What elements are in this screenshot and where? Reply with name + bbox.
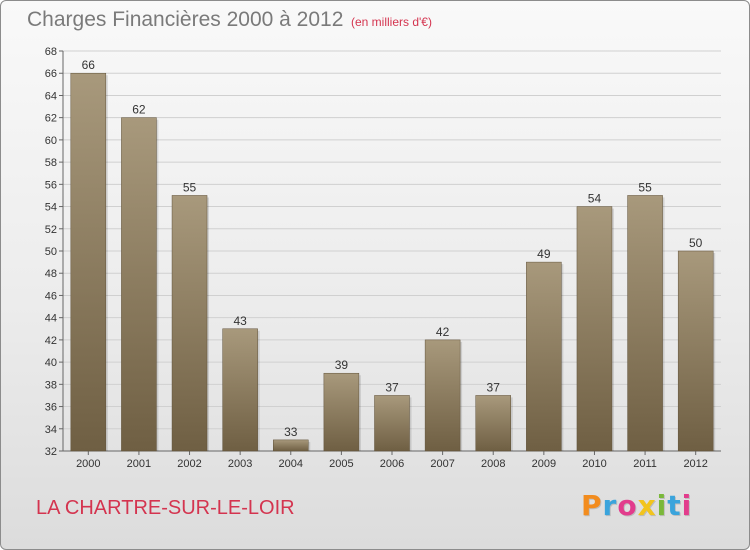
y-tick-label: 68: [45, 46, 57, 58]
bar: [627, 195, 663, 452]
logo-letter: t: [667, 489, 682, 522]
bar-value-label: 49: [537, 247, 551, 261]
x-tick-label: 2008: [481, 458, 505, 470]
x-tick-label: 2009: [532, 458, 556, 470]
y-tick-label: 40: [45, 357, 57, 369]
commune-name: LA CHARTRE-SUR-LE-LOIR: [36, 497, 295, 519]
labels: 32 34 36 38 40 42 44 46 48 50 52 54 56 58 60 62 64 66 68 66…: [45, 46, 708, 470]
bar-value-label: 55: [638, 180, 652, 194]
bar-value-label: 37: [487, 380, 501, 394]
x-tick-label: 2004: [279, 458, 303, 470]
x-tick-label: 2003: [228, 458, 252, 470]
bar-value-label: 55: [183, 180, 197, 194]
bar-value-label: 42: [436, 325, 450, 339]
logo-letter: r: [602, 489, 618, 522]
x-tick-label: 2002: [177, 458, 201, 470]
bar: [475, 395, 511, 452]
bar: [70, 72, 107, 452]
logo-letter: o: [617, 489, 638, 522]
y-tick-label: 38: [45, 379, 57, 391]
bar-value-label: 33: [284, 425, 298, 439]
y-tick-label: 54: [45, 202, 57, 214]
bar-value-label: 62: [132, 103, 146, 117]
bar: [374, 395, 410, 452]
y-tick-label: 56: [45, 179, 57, 191]
x-tick-label: 2007: [430, 458, 454, 470]
x-tick-label: 2000: [76, 458, 100, 470]
x-tick-label: 2005: [329, 458, 353, 470]
logo-letter: i: [681, 489, 693, 522]
bar: [526, 261, 562, 452]
logo-letter: x: [637, 489, 657, 522]
y-tick-label: 42: [45, 335, 57, 347]
y-tick-label: 32: [45, 446, 57, 458]
bar: [323, 372, 360, 452]
y-tick-label: 44: [45, 313, 57, 325]
y-tick-label: 36: [45, 402, 57, 414]
x-tick-label: 2011: [633, 458, 657, 470]
y-tick-label: 34: [45, 424, 57, 436]
chart-title: Charges Financières 2000 à 2012: [27, 8, 344, 31]
x-tick-label: 2001: [127, 458, 151, 470]
bar: [121, 117, 157, 452]
bar-value-label: 50: [689, 236, 703, 250]
y-tick-label: 50: [45, 246, 57, 258]
y-tick-label: 62: [45, 113, 57, 125]
proxiti-logo: Proxiti: [581, 489, 692, 522]
chart-subtitle: (en milliers d'€): [351, 15, 432, 29]
bar-value-label: 39: [335, 358, 349, 372]
y-tick-label: 48: [45, 268, 57, 280]
y-tick-label: 46: [45, 290, 57, 302]
bar-value-label: 43: [233, 314, 247, 328]
bar-value-label: 66: [82, 58, 96, 72]
y-tick-label: 60: [45, 135, 57, 147]
bar: [222, 328, 258, 452]
y-tick-label: 52: [45, 224, 57, 236]
logo-letter: i: [656, 489, 668, 522]
bars: [70, 72, 716, 452]
bar-value-label: 37: [385, 380, 399, 394]
logo-letter: P: [581, 489, 603, 522]
bar: [424, 339, 461, 452]
y-tick-label: 64: [45, 90, 57, 102]
bar: [273, 439, 309, 452]
bar: [677, 250, 714, 452]
bar-value-label: 54: [588, 192, 602, 206]
bar: [171, 195, 208, 452]
x-tick-label: 2006: [380, 458, 404, 470]
y-tick-label: 66: [45, 68, 57, 80]
y-tick-label: 58: [45, 157, 57, 169]
x-tick-label: 2012: [683, 458, 707, 470]
bar: [576, 206, 613, 452]
x-tick-label: 2010: [582, 458, 606, 470]
